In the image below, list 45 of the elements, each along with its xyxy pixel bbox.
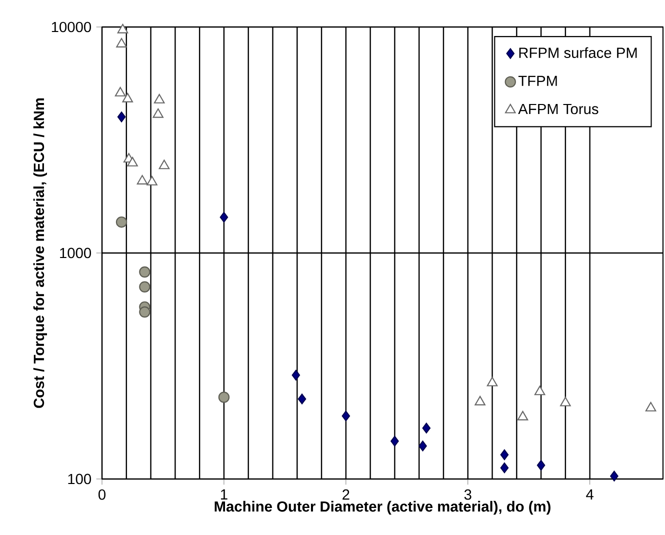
x-tick-label: 2	[342, 489, 350, 500]
y-tick-label: 100	[68, 474, 92, 484]
point	[139, 306, 150, 318]
point	[517, 410, 528, 420]
point	[152, 108, 164, 118]
point	[610, 470, 618, 482]
legend-label: TFPM	[518, 76, 557, 86]
point	[218, 392, 230, 403]
point	[154, 94, 165, 104]
point	[292, 370, 300, 380]
point	[536, 460, 546, 471]
point	[486, 376, 498, 386]
point	[146, 176, 158, 186]
point	[116, 216, 128, 228]
point	[474, 396, 486, 406]
legend-label: RFPM surface PM	[519, 47, 637, 58]
x-tick-label: 3	[464, 489, 472, 500]
point	[122, 92, 133, 102]
point	[117, 24, 128, 34]
legend-label: AFPM Torus	[518, 104, 598, 114]
x-tick-label: 4	[586, 489, 594, 500]
point	[158, 160, 170, 170]
y-axis-title: Cost / Torque for active material, (ECU / kNm	[33, 98, 47, 408]
point	[422, 422, 431, 434]
point	[534, 386, 546, 396]
point	[136, 174, 148, 184]
point	[560, 396, 571, 406]
point	[139, 281, 150, 292]
point	[127, 156, 138, 166]
point	[390, 436, 399, 447]
point	[500, 462, 509, 474]
point	[139, 266, 150, 278]
point	[117, 112, 126, 122]
x-axis-title: Machine Outer Diameter (active material), do (m)	[214, 500, 550, 515]
y-tick-label: 1000	[60, 248, 92, 258]
point	[418, 440, 427, 452]
point	[298, 394, 306, 404]
x-tick-label: 1	[220, 489, 228, 500]
point	[116, 38, 127, 48]
x-tick-label: 0	[98, 489, 106, 500]
point	[500, 449, 509, 460]
point	[220, 212, 228, 223]
point	[114, 86, 126, 96]
point	[342, 410, 350, 422]
y-tick-label: 10000	[52, 22, 92, 32]
